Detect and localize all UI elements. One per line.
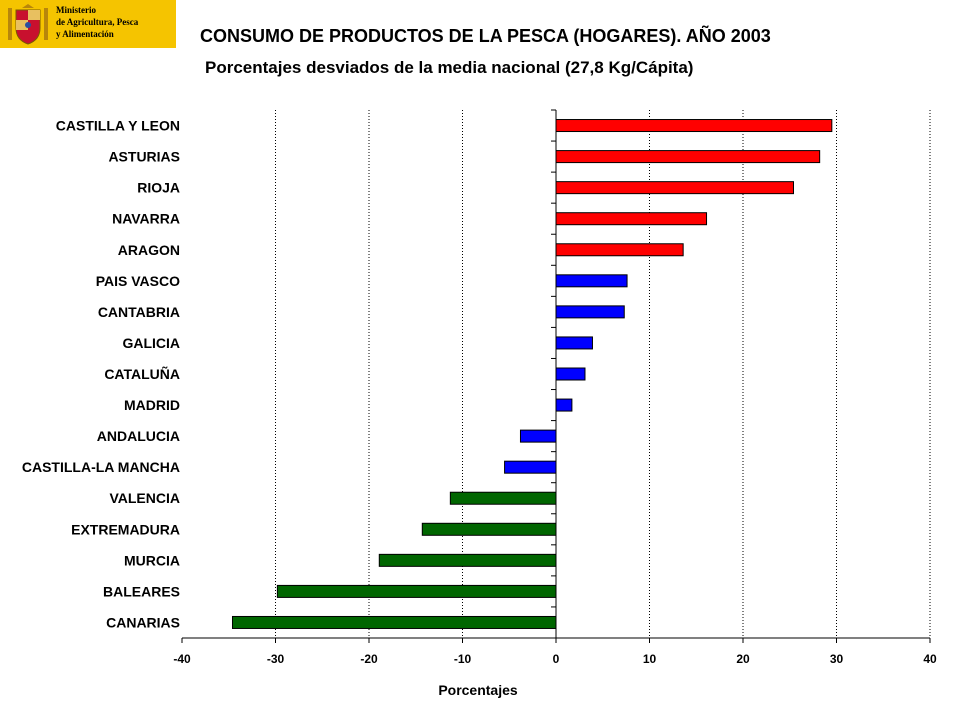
category-label: VALENCIA	[109, 490, 180, 506]
chart-subtitle: Porcentajes desviados de la media nacion…	[205, 58, 694, 77]
category-label: CASTILLA Y LEON	[56, 118, 180, 134]
category-label: CASTILLA-LA MANCHA	[22, 459, 180, 475]
bar	[504, 460, 557, 474]
x-tick-label: 20	[736, 652, 750, 666]
category-label: ASTURIAS	[108, 149, 180, 165]
x-axis-title: Porcentajes	[438, 682, 518, 698]
ministry-logo: Ministerio de Agricultura, Pesca y Alime…	[0, 0, 176, 48]
bar	[555, 119, 833, 133]
category-label: MADRID	[124, 397, 180, 413]
bar	[555, 305, 625, 319]
bar	[555, 274, 628, 288]
chart-title: CONSUMO DE PRODUCTOS DE LA PESCA (HOGARE…	[200, 26, 771, 46]
category-label: EXTREMADURA	[71, 521, 180, 537]
category-label: GALICIA	[122, 335, 180, 351]
bar	[555, 243, 684, 257]
category-label: CANTABRIA	[98, 304, 180, 320]
bar	[555, 336, 593, 350]
x-tick-label: 40	[923, 652, 937, 666]
x-tick-label: 10	[643, 652, 657, 666]
category-label: RIOJA	[137, 180, 180, 196]
category-label: ARAGON	[118, 242, 180, 258]
logo-line: de Agricultura, Pesca	[56, 17, 139, 27]
category-label: ANDALUCIA	[97, 428, 180, 444]
category-label: BALEARES	[103, 583, 180, 599]
bar	[555, 212, 708, 226]
bar	[421, 522, 557, 536]
bar	[555, 398, 573, 412]
bar	[449, 491, 557, 505]
category-label: CANARIAS	[106, 614, 180, 630]
bar	[378, 553, 557, 567]
x-tick-label: -30	[267, 652, 285, 666]
x-tick-label: -40	[173, 652, 191, 666]
bar	[555, 181, 794, 195]
logo-line: y Alimentación	[56, 29, 114, 39]
bar	[519, 429, 557, 443]
logo-line: Ministerio	[56, 5, 96, 15]
x-tick-label: -20	[360, 652, 378, 666]
bar	[555, 150, 821, 164]
gridlines	[275, 110, 931, 638]
category-label: MURCIA	[124, 552, 180, 568]
category-label: NAVARRA	[112, 211, 180, 227]
bar	[231, 615, 557, 629]
bars	[231, 119, 833, 629]
category-label: PAIS VASCO	[96, 273, 180, 289]
category-labels: CASTILLA Y LEON ASTURIAS RIOJA NAVARRA ARAGO…	[22, 118, 180, 631]
bar	[276, 584, 557, 598]
coat-of-arms-icon	[0, 0, 56, 48]
x-tick-label: 30	[830, 652, 844, 666]
category-label: CATALUÑA	[104, 365, 180, 382]
axes: -40 -30 -20 -10 0 10 20 30 40	[173, 109, 937, 666]
x-tick-label: -10	[454, 652, 472, 666]
x-tick-label: 0	[553, 652, 560, 666]
bar	[555, 367, 586, 381]
ministry-name: Ministerio de Agricultura, Pesca y Alime…	[56, 0, 138, 40]
